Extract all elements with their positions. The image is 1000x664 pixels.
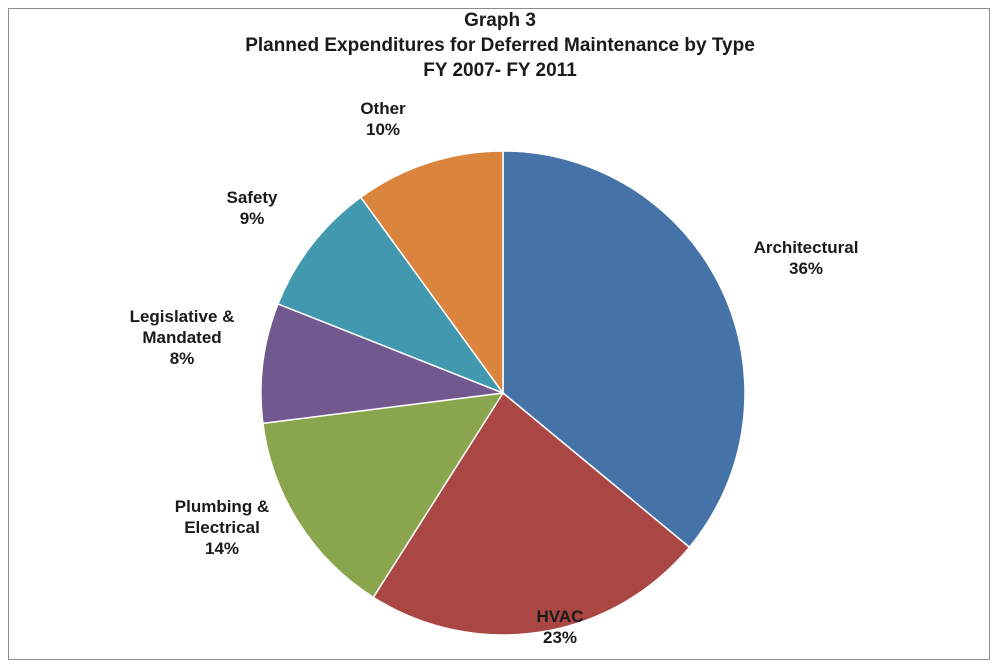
slice-name: Architectural — [754, 238, 859, 257]
slice-label-architectural: Architectural 36% — [754, 238, 859, 278]
slice-name: Plumbing & — [175, 497, 269, 516]
slice-label-hvac: HVAC 23% — [537, 607, 584, 647]
slice-label-other: Other 10% — [360, 99, 406, 139]
slice-label-plumbing-electrical: Plumbing & Electrical 14% — [175, 497, 269, 558]
pie-slice-plumbing-electrical — [262, 392, 505, 599]
chart-title-block: Graph 3 Planned Expenditures for Deferre… — [0, 8, 1000, 83]
slice-percent: 36% — [789, 259, 823, 278]
slice-label-legislative-mandated: Legislative & Mandated 8% — [130, 307, 235, 368]
slice-name: Electrical — [184, 518, 260, 537]
slice-name: Legislative & — [130, 307, 235, 326]
slice-name: HVAC — [537, 607, 584, 626]
pie-slice-hvac — [372, 391, 691, 636]
pie-slice-other — [359, 150, 504, 396]
slice-name: Other — [360, 99, 406, 118]
pie-slice-safety — [277, 196, 506, 395]
slice-label-safety: Safety 9% — [226, 188, 278, 228]
chart-subtitle-years: FY 2007- FY 2011 — [423, 60, 577, 81]
chart-title: Graph 3 — [464, 10, 536, 31]
slice-name: Mandated — [142, 328, 221, 347]
slice-percent: 14% — [205, 539, 239, 558]
slice-percent: 9% — [240, 209, 265, 228]
chart-subtitle: Planned Expenditures for Deferred Mainte… — [245, 35, 755, 56]
slice-percent: 23% — [543, 628, 577, 647]
slice-percent: 8% — [170, 349, 195, 368]
pie-slice-architectural — [502, 150, 746, 549]
pie-slice-legislative-mandated — [260, 302, 504, 425]
pie-slices — [260, 150, 746, 636]
slice-name: Safety — [226, 188, 278, 207]
pie-labels: Architectural 36% HVAC 23% Plumbing & Electri… — [130, 99, 859, 647]
slice-percent: 10% — [366, 120, 400, 139]
